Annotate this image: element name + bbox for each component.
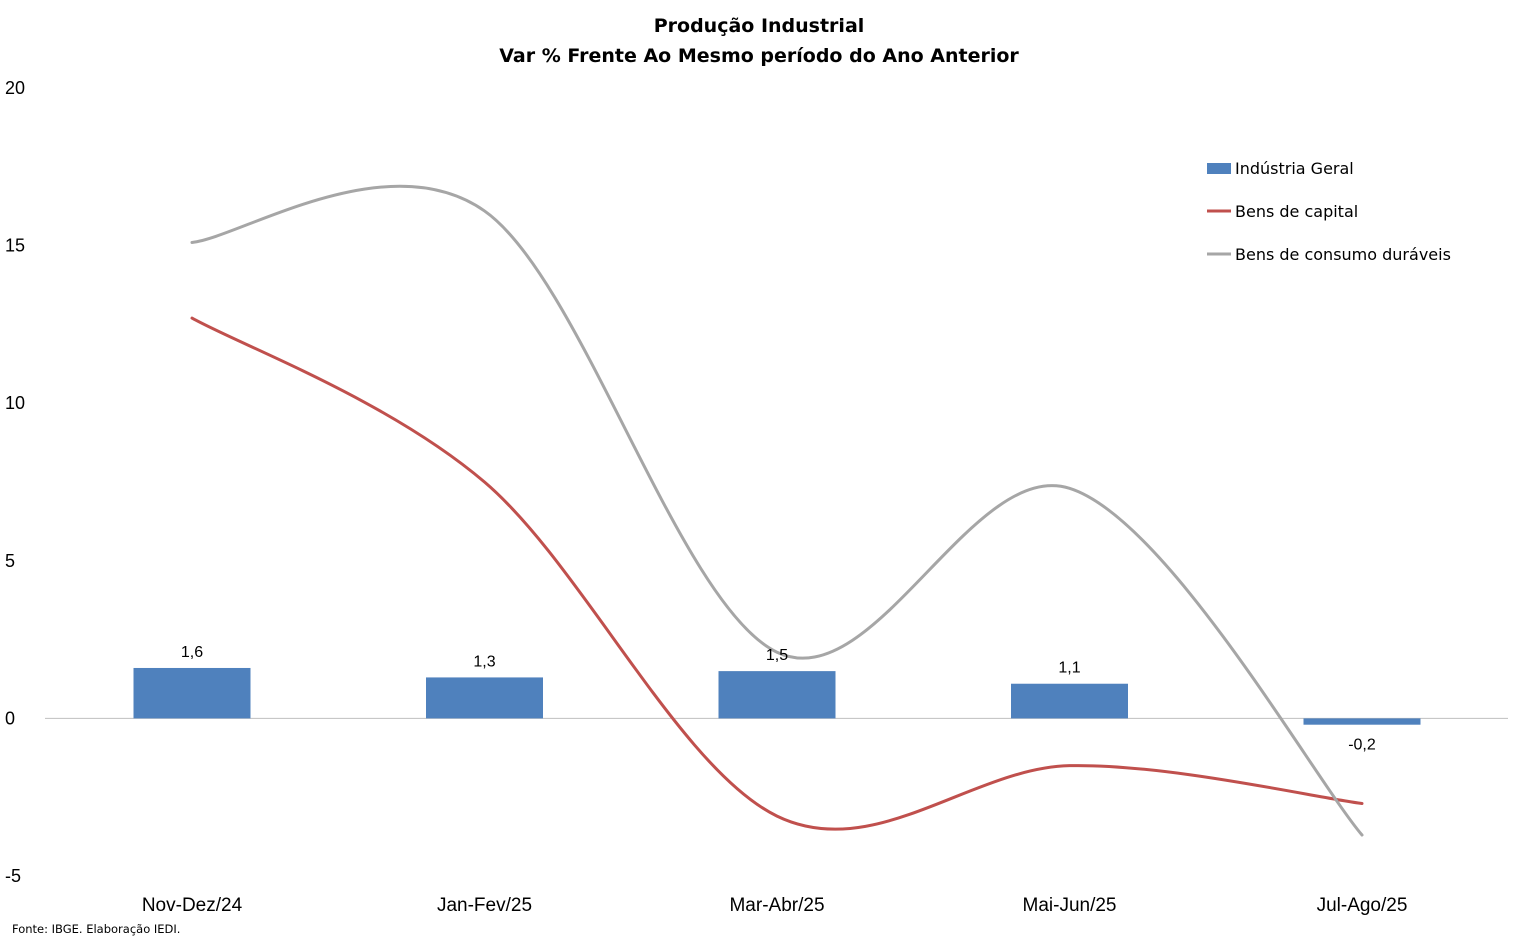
x-tick-label: Jul-Ago/25 (1317, 895, 1408, 916)
x-axis-categories: Nov-Dez/24 Jan-Fev/25 Mar-Abr/25 Mai-Jun/25… (142, 895, 1408, 916)
data-label: 1,5 (766, 647, 788, 664)
source-note: Fonte: IBGE. Elaboração IEDI. (12, 922, 180, 936)
bar (426, 677, 543, 719)
x-tick-label: Mar-Abr/25 (729, 895, 824, 916)
data-label: 1,1 (1058, 660, 1080, 677)
bars-group (133, 667, 1421, 725)
legend-label: Indústria Geral (1235, 159, 1354, 178)
series-line (190, 184, 1364, 837)
legend-label: Bens de capital (1235, 202, 1358, 221)
series-line (190, 316, 1364, 831)
chart-title: Produção Industrial (654, 15, 865, 37)
y-axis-ticks: 20 15 10 5 0 -5 (5, 78, 25, 886)
y-tick-label: -5 (5, 866, 21, 886)
y-tick-label: 10 (5, 393, 25, 413)
bar (1011, 683, 1128, 719)
bar (1303, 718, 1421, 725)
y-tick-label: 5 (5, 551, 15, 571)
lines-group (190, 184, 1364, 837)
data-label: 1,6 (181, 644, 203, 661)
legend-label: Bens de consumo duráveis (1235, 245, 1451, 264)
x-tick-label: Nov-Dez/24 (142, 895, 243, 916)
legend-swatch (1207, 163, 1231, 174)
data-label: -0,2 (1348, 736, 1376, 753)
data-labels-group: 1,6 1,3 1,5 1,1 -0,2 (181, 644, 1376, 753)
bar (718, 671, 836, 719)
legend: Indústria Geral Bens de capital Bens de co… (1207, 159, 1451, 264)
y-tick-label: 0 (5, 708, 15, 728)
x-tick-label: Jan-Fev/25 (437, 895, 532, 916)
x-tick-label: Mai-Jun/25 (1023, 895, 1117, 916)
y-tick-label: 20 (5, 78, 25, 98)
data-label: 1,3 (473, 653, 495, 670)
bar (133, 667, 251, 719)
chart-subtitle: Var % Frente Ao Mesmo período do Ano Ant… (499, 45, 1019, 67)
y-tick-label: 15 (5, 236, 25, 256)
